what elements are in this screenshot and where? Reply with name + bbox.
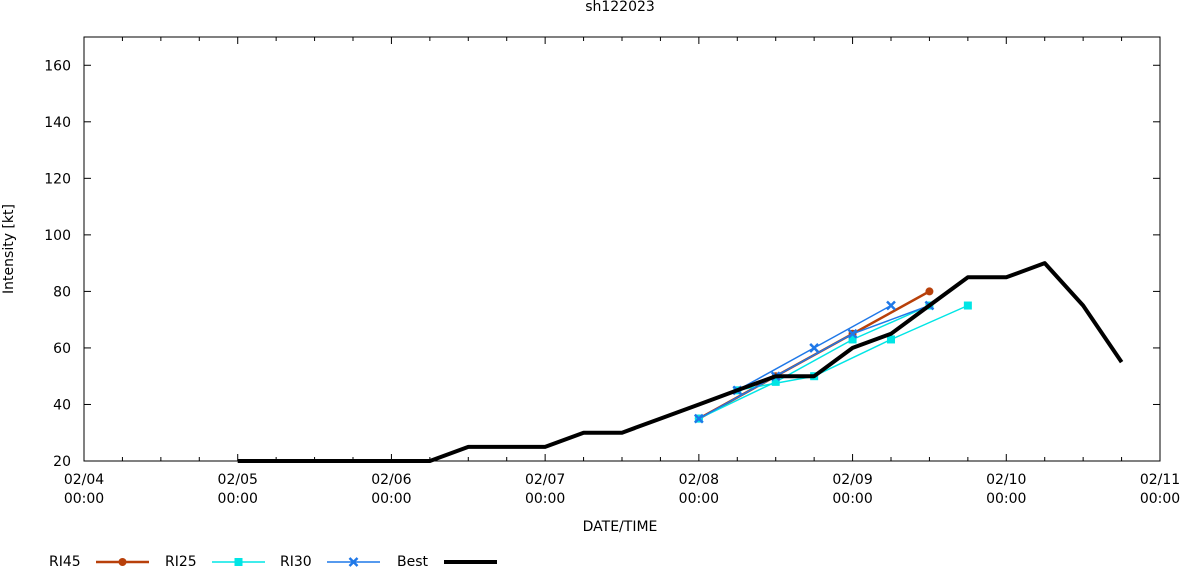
- x-tick-label-date: 02/04: [64, 472, 104, 488]
- legend-label-ri45: RI45: [49, 554, 81, 567]
- y-tick-label: 160: [44, 58, 71, 74]
- legend-label-best: Best: [397, 554, 429, 567]
- y-tick-label: 100: [44, 228, 71, 244]
- legend-marker-ri30: [348, 557, 359, 567]
- y-axis: 20 40 60 80 100 120 140 160: [44, 58, 1160, 470]
- data-point-ri25: [963, 301, 972, 310]
- x-tick-label-time: 00:00: [679, 491, 719, 507]
- x-tick-label-time: 00:00: [371, 491, 411, 507]
- data-point-ri30: [886, 300, 896, 311]
- series-line-ri25: [737, 304, 969, 392]
- legend: RI45 RI25 RI30 Best: [49, 554, 497, 567]
- data-point-ri25: [887, 335, 895, 344]
- legend-marker-ri25: [234, 558, 243, 566]
- x-tick-label-date: 02/07: [525, 472, 565, 488]
- y-tick-label: 40: [53, 397, 71, 413]
- data-point-ri30: [693, 413, 704, 424]
- data-point-ri30: [847, 328, 858, 339]
- legend-marker-ri45: [118, 558, 127, 566]
- series-layer: [237, 261, 1124, 463]
- chart-title: sh122023: [585, 0, 655, 15]
- x-tick-label-time: 00:00: [218, 491, 258, 507]
- data-point-ri25: [848, 335, 857, 344]
- x-tick-label-time: 00:00: [525, 491, 565, 507]
- series-line-ri25: [698, 304, 930, 420]
- y-tick-label: 60: [53, 341, 71, 357]
- x-tick-label-time: 00:00: [64, 491, 104, 507]
- series-line-ri30: [698, 304, 930, 420]
- x-tick-label-date: 02/09: [832, 472, 872, 488]
- data-point-ri30: [809, 343, 820, 353]
- x-axis: 02/04 00:00 02/05 00:00 02/06 00:00 02/07 00:00…: [64, 37, 1180, 507]
- x-tick-label-time: 00:00: [1140, 491, 1180, 507]
- x-tick-label-date: 02/08: [679, 472, 719, 488]
- x-tick-label-date: 02/05: [218, 472, 258, 488]
- y-tick-label: 140: [44, 115, 71, 131]
- y-tick-label: 20: [53, 454, 71, 470]
- x-tick-label-date: 02/06: [371, 472, 411, 488]
- x-tick-label-time: 00:00: [832, 491, 872, 507]
- x-tick-label-date: 02/10: [986, 472, 1026, 488]
- y-tick-label: 80: [53, 284, 71, 300]
- series-best: [237, 261, 1124, 463]
- x-tick-label-date: 02/11: [1140, 472, 1180, 488]
- legend-label-ri30: RI30: [280, 554, 312, 567]
- plot-frame: [83, 36, 1161, 462]
- x-axis-label: DATE/TIME: [583, 519, 658, 535]
- y-tick-label: 120: [44, 171, 71, 187]
- y-axis-label: Intensity [kt]: [1, 204, 17, 294]
- data-point-ri45: [925, 287, 934, 296]
- data-point-ri25: [771, 377, 780, 386]
- legend-label-ri25: RI25: [165, 554, 197, 567]
- x-tick-label-time: 00:00: [986, 491, 1026, 507]
- series-line-best: [237, 261, 1124, 463]
